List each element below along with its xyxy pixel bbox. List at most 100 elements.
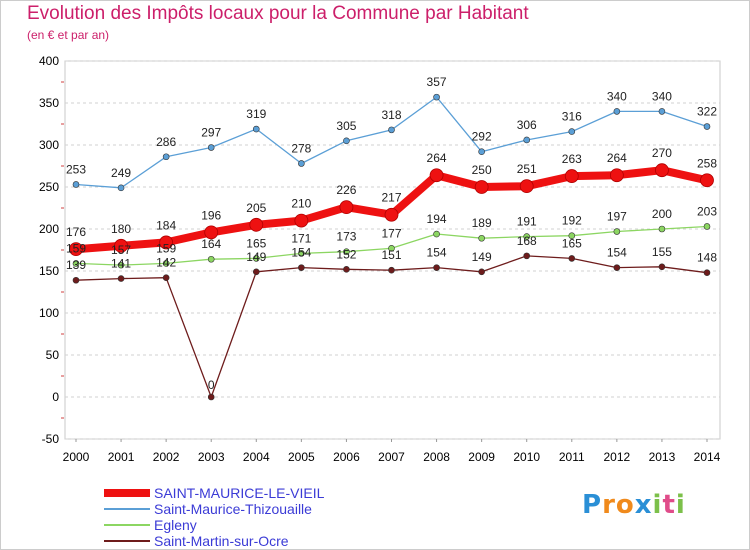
legend: SAINT-MAURICE-LE-VIEILSaint-Maurice-Thiz…	[104, 485, 325, 549]
data-point	[388, 266, 395, 274]
data-point	[388, 245, 395, 252]
data-point	[252, 255, 260, 262]
x-tick-label: 2002	[153, 450, 180, 464]
data-labels-layer: 253 249 286 297 319 278 305 318 357 292 306 316 340 3…	[66, 75, 717, 392]
data-point	[478, 234, 485, 242]
data-label: 217	[381, 191, 401, 205]
data-label: 165	[246, 236, 266, 250]
data-point	[703, 269, 711, 276]
x-tick-label: 2005	[288, 450, 315, 464]
data-label: 203	[697, 204, 717, 218]
x-tick-label: 2014	[694, 450, 721, 464]
y-tick-label: 150	[39, 264, 59, 278]
data-point	[568, 255, 576, 262]
data-label: 142	[156, 256, 176, 270]
data-point	[117, 275, 125, 282]
data-point	[162, 153, 170, 161]
legend-label: Saint-Martin-sur-Ocre	[154, 533, 289, 549]
x-tick-label: 2006	[333, 450, 360, 464]
x-tick-label: 2010	[513, 450, 540, 464]
logo-letter: r	[602, 490, 616, 520]
data-point	[568, 128, 576, 135]
data-point	[384, 207, 399, 222]
data-label: 164	[201, 237, 221, 251]
data-label: 319	[246, 107, 266, 121]
data-label: 180	[111, 222, 131, 236]
y-tick-label: 300	[39, 138, 59, 152]
data-point	[658, 263, 666, 271]
data-label: 171	[291, 231, 311, 245]
grid-lines	[65, 60, 720, 440]
data-label: 139	[66, 258, 86, 272]
data-point	[72, 260, 80, 267]
data-point	[298, 264, 305, 271]
data-label: 159	[66, 241, 86, 255]
data-point	[658, 225, 666, 233]
data-point	[72, 181, 80, 188]
data-point	[204, 225, 219, 240]
data-point	[658, 108, 666, 115]
data-point	[568, 232, 576, 240]
data-label: 165	[562, 236, 582, 250]
legend-label: SAINT-MAURICE-LE-VIEIL	[154, 485, 325, 501]
data-label: 149	[246, 250, 266, 264]
data-point	[249, 217, 264, 232]
data-label: 200	[652, 207, 672, 221]
data-label: 263	[562, 152, 582, 166]
data-label: 173	[336, 230, 356, 244]
x-tick-label: 2012	[604, 450, 631, 464]
x-tick-label: 2013	[649, 450, 676, 464]
data-label: 197	[607, 210, 627, 224]
logo-letter: x	[634, 490, 653, 520]
y-tick-label: 50	[46, 348, 60, 362]
data-label: 151	[381, 248, 401, 262]
y-tick-label: -50	[42, 432, 60, 446]
y-axis-ticks: -50 0 50 100 150 200 250 300 350 400	[39, 54, 64, 446]
data-point	[207, 393, 215, 401]
data-label: 194	[427, 212, 447, 226]
data-point	[298, 250, 305, 257]
y-tick-label: 350	[39, 96, 59, 110]
data-label: 149	[472, 250, 492, 264]
data-label: 189	[472, 216, 492, 230]
data-label: 297	[201, 126, 221, 140]
data-point	[433, 264, 440, 271]
data-point	[523, 233, 531, 240]
data-label: 305	[336, 119, 356, 133]
data-point	[433, 230, 440, 238]
data-label: 340	[652, 89, 672, 103]
data-label: 152	[336, 247, 356, 261]
data-point	[703, 123, 711, 130]
data-label: 210	[291, 197, 311, 211]
x-tick-label: 2004	[243, 450, 270, 464]
data-label: 157	[111, 243, 131, 257]
data-label: 253	[66, 162, 86, 176]
data-label: 340	[607, 89, 627, 103]
y-tick-label: 0	[52, 390, 59, 404]
x-tick-label: 2007	[378, 450, 405, 464]
data-label: 205	[246, 201, 266, 215]
data-label: 264	[427, 151, 447, 165]
data-point	[519, 179, 534, 194]
legend-label: Saint-Maurice-Thizouaille	[154, 501, 312, 517]
data-point	[343, 266, 350, 273]
data-point	[429, 168, 444, 183]
data-label: 184	[156, 218, 176, 232]
data-point	[433, 93, 440, 101]
data-point	[613, 264, 621, 271]
logo-letter: i	[675, 490, 686, 520]
data-label: 141	[111, 257, 131, 271]
data-point	[69, 242, 83, 257]
data-label: 0	[208, 378, 215, 392]
data-point	[343, 248, 350, 255]
data-label: 196	[201, 208, 221, 222]
data-point	[72, 276, 80, 284]
data-label: 292	[472, 130, 492, 144]
data-label: 177	[381, 226, 401, 240]
data-point	[162, 260, 170, 267]
x-tick-label: 2009	[468, 450, 495, 464]
y-tick-label: 100	[39, 306, 59, 320]
data-label: 357	[427, 75, 447, 89]
x-tick-label: 2011	[559, 450, 585, 464]
